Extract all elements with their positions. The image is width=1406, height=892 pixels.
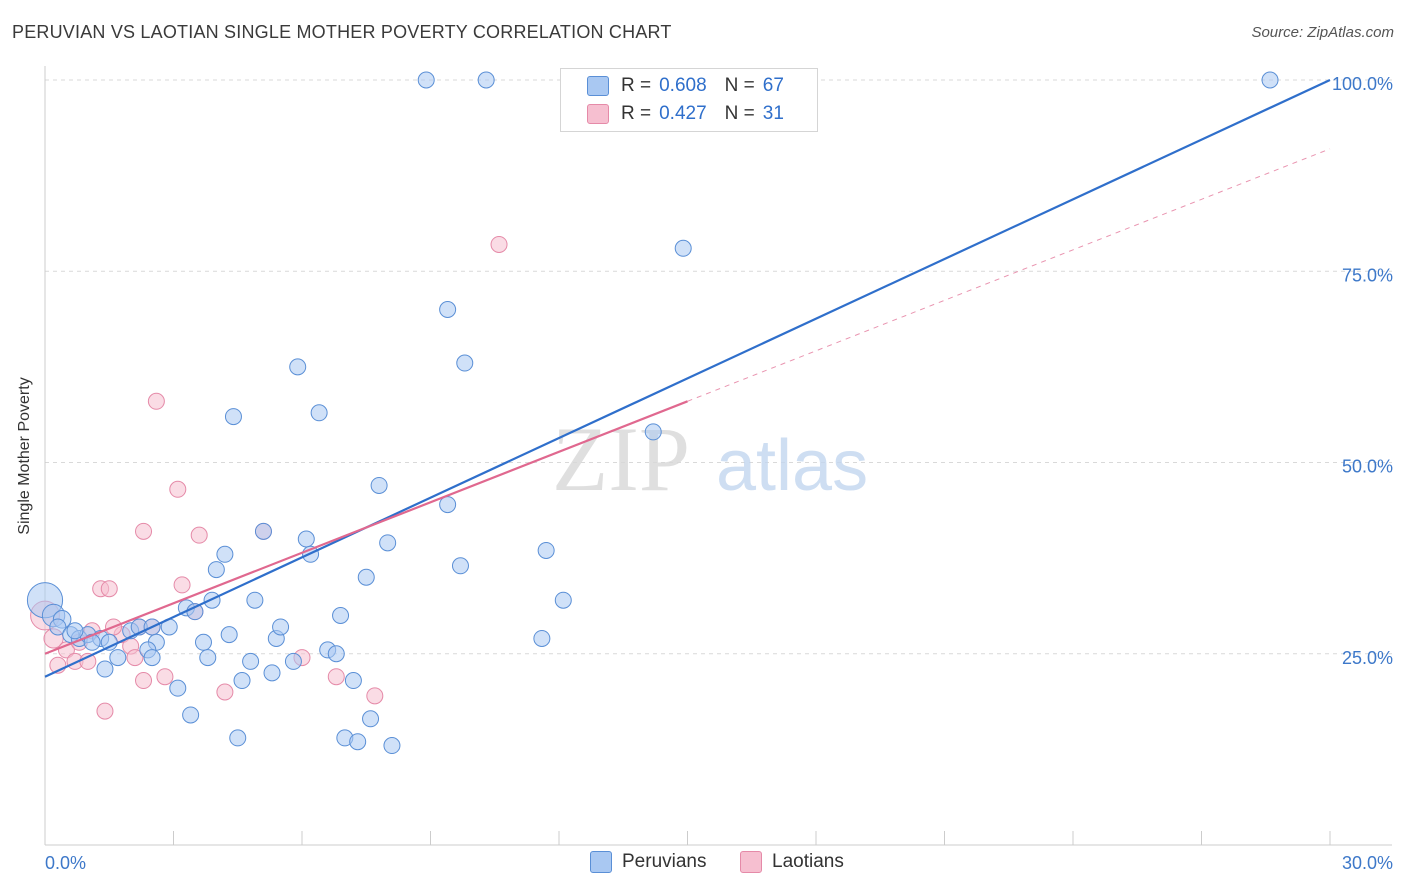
gridlines bbox=[45, 79, 1392, 655]
peruvians-point bbox=[451, 557, 469, 575]
peruvians-point bbox=[143, 649, 161, 667]
peruvians-point bbox=[224, 408, 242, 426]
y-tick-label: 75.0% bbox=[1342, 265, 1393, 285]
y-tick-label: 50.0% bbox=[1342, 457, 1393, 477]
peruvians-point bbox=[297, 530, 315, 548]
peruvians-swatch bbox=[587, 76, 609, 96]
laotians-trend-line bbox=[44, 400, 688, 655]
trend-lines bbox=[44, 79, 1331, 678]
laotians-point bbox=[135, 672, 153, 690]
laotians-point bbox=[366, 687, 384, 705]
chart-title: PERUVIAN VS LAOTIAN SINGLE MOTHER POVERT… bbox=[12, 22, 672, 42]
laotians-point bbox=[147, 392, 165, 410]
r-value: 0.427 bbox=[659, 103, 707, 124]
laotians-point bbox=[173, 576, 191, 594]
n-label: N = bbox=[724, 75, 755, 96]
peruvians-point bbox=[383, 737, 401, 755]
laotians-legend-swatch bbox=[740, 851, 762, 873]
laotians-point bbox=[216, 683, 234, 701]
peruvians-point bbox=[327, 645, 345, 663]
series-legend-peruvians: Peruvians bbox=[590, 851, 707, 873]
peruvians-point bbox=[344, 672, 362, 690]
peruvians-point bbox=[362, 710, 380, 728]
peruvians-point bbox=[272, 618, 290, 636]
axes bbox=[44, 66, 1392, 846]
peruvians-point bbox=[379, 534, 397, 552]
y-tick-label: 100.0% bbox=[1332, 74, 1393, 94]
peruvians-point bbox=[349, 733, 367, 751]
laotians-point bbox=[190, 526, 208, 544]
legend-row-laotians: R = 0.427 N = 31 bbox=[587, 101, 784, 127]
peruvians-point bbox=[456, 354, 474, 372]
laotians-swatch bbox=[587, 104, 609, 124]
peruvians-point bbox=[1261, 71, 1279, 89]
y-tick-label: 25.0% bbox=[1342, 648, 1393, 668]
peruvians-point bbox=[216, 545, 234, 563]
watermark: ZIP atlas bbox=[552, 408, 868, 510]
tick-labels: 25.0% 50.0% 75.0% 100.0% 0.0% 30.0% bbox=[45, 74, 1393, 873]
watermark-zip: ZIP bbox=[552, 408, 690, 510]
peruvians-point bbox=[370, 476, 388, 494]
source-label: Source: ZipAtlas.com bbox=[1251, 24, 1394, 41]
peruvians-point bbox=[194, 633, 212, 651]
peruvians-point bbox=[417, 71, 435, 89]
r-label: R = bbox=[621, 75, 652, 96]
peruvians-point bbox=[169, 679, 187, 697]
peruvians-point bbox=[332, 607, 350, 624]
peruvians-point bbox=[182, 706, 200, 724]
peruvians-point bbox=[533, 629, 551, 647]
peruvians-point bbox=[233, 672, 251, 690]
peruvians-point bbox=[439, 496, 457, 514]
peruvians-point bbox=[254, 522, 272, 540]
n-value: 67 bbox=[762, 75, 784, 96]
legend-row-peruvians: R = 0.608 N = 67 bbox=[587, 73, 784, 99]
laotians-point bbox=[126, 649, 144, 667]
peruvians-trend-line bbox=[44, 79, 1331, 678]
peruvians-point bbox=[207, 561, 225, 579]
peruvians-point bbox=[229, 729, 247, 747]
peruvians-point bbox=[49, 618, 67, 636]
peruvians-legend-swatch bbox=[590, 851, 612, 873]
peruvians-point bbox=[109, 649, 127, 667]
peruvians-point bbox=[242, 652, 260, 670]
x-tick-label-max: 30.0% bbox=[1342, 853, 1393, 873]
series-legend-laotians: Laotians bbox=[740, 851, 844, 873]
peruvians-point bbox=[199, 649, 217, 667]
data-points bbox=[26, 71, 1279, 755]
peruvians-point bbox=[357, 568, 375, 586]
correlation-legend: R = 0.608 N = 67 R = 0.427 N = 31 bbox=[560, 68, 818, 132]
peruvians-point bbox=[439, 301, 457, 318]
x-tick-label-min: 0.0% bbox=[45, 853, 86, 873]
y-axis-label: Single Mother Poverty bbox=[16, 377, 33, 535]
peruvians-point bbox=[246, 591, 264, 609]
peruvians-legend-label: Peruvians bbox=[622, 851, 707, 872]
laotians-legend-label: Laotians bbox=[772, 851, 844, 872]
r-value: 0.608 bbox=[659, 75, 707, 96]
laotians-point bbox=[96, 702, 114, 720]
laotians-point bbox=[327, 668, 345, 686]
peruvians-point bbox=[674, 239, 692, 257]
peruvians-point bbox=[66, 622, 84, 640]
watermark-atlas: atlas bbox=[716, 426, 868, 506]
n-label: N = bbox=[724, 103, 755, 124]
laotians-point bbox=[135, 522, 153, 540]
laotians-point bbox=[156, 668, 174, 686]
peruvians-point bbox=[644, 423, 662, 441]
peruvians-point bbox=[477, 71, 495, 89]
peruvians-point bbox=[263, 664, 281, 682]
laotians-point bbox=[100, 580, 118, 598]
laotians-trend-extension bbox=[687, 148, 1331, 402]
r-label: R = bbox=[621, 103, 652, 124]
peruvians-point bbox=[554, 591, 572, 609]
peruvians-point bbox=[284, 652, 302, 670]
laotians-point bbox=[169, 480, 187, 498]
peruvians-point bbox=[310, 404, 328, 422]
laotians-point bbox=[490, 235, 508, 253]
n-value: 31 bbox=[762, 103, 784, 124]
peruvians-point bbox=[537, 541, 555, 559]
peruvians-point bbox=[220, 626, 238, 644]
peruvians-point bbox=[289, 358, 307, 376]
peruvians-point bbox=[96, 660, 114, 678]
